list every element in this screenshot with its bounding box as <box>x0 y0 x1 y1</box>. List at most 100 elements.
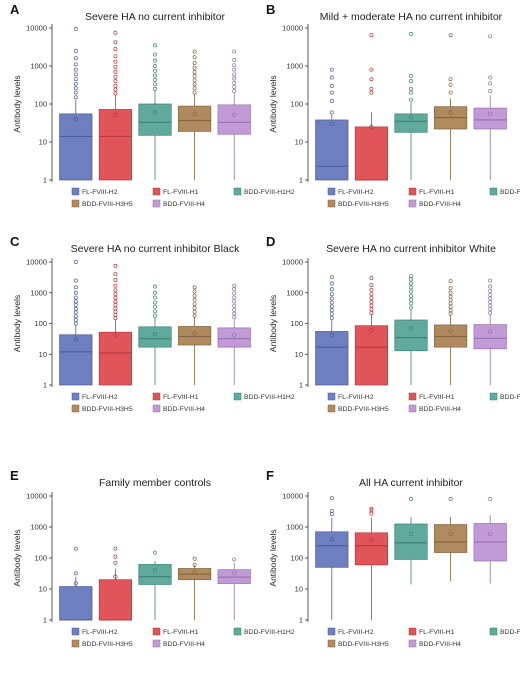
outlier-point <box>369 508 374 513</box>
outlier-point <box>113 87 118 92</box>
box-iqr <box>138 103 172 136</box>
outlier-point <box>192 82 197 87</box>
legend-swatch <box>408 392 417 401</box>
mean-marker <box>488 111 493 117</box>
y-tick-label: 1000 <box>30 523 47 532</box>
mean-marker <box>232 332 237 338</box>
outlier-point <box>369 303 374 308</box>
mean-marker <box>448 531 453 537</box>
box-iqr <box>217 569 251 584</box>
legend-label: FL-FVIII-H2 <box>338 394 374 401</box>
box-bdd-fviii-h1h2 <box>394 31 428 180</box>
outlier-point <box>113 283 118 288</box>
outlier-point <box>113 306 118 311</box>
outlier-point <box>153 82 157 87</box>
legend: FL-FVIII-H2 FL-FVIII-H1 BDD-FVIII-H1H2 BDD-… <box>327 392 520 413</box>
outlier-point <box>329 304 334 309</box>
outlier-point <box>488 307 493 312</box>
legend-swatch <box>152 199 161 208</box>
y-tick-label: 1 <box>299 616 303 625</box>
legend-label: BDD-FVIII-H3H5 <box>82 406 133 413</box>
box-bdd-fviii-h1h2 <box>394 497 428 585</box>
outlier-point <box>448 298 453 302</box>
outlier-point <box>192 289 197 294</box>
legend-swatch <box>489 187 498 196</box>
outlier-point <box>113 40 118 45</box>
mean-marker <box>73 337 78 342</box>
outlier-point <box>232 557 237 562</box>
legend-label: FL-FVIII-H2 <box>338 189 374 196</box>
outlier-point <box>488 311 493 315</box>
outlier-point <box>192 285 197 290</box>
outlier-point <box>329 83 334 88</box>
mean-marker <box>488 329 493 334</box>
outlier-point <box>409 274 413 278</box>
box-bdd-fviii-h1h2 <box>138 43 172 180</box>
mean-marker <box>152 332 158 337</box>
box-iqr <box>138 326 172 348</box>
outlier-point <box>448 279 453 284</box>
legend-swatch <box>233 187 242 196</box>
mean-marker <box>232 571 237 576</box>
outlier-point <box>73 77 78 82</box>
legend-swatch <box>152 404 161 413</box>
panel-title: Severe HA no current inhibitor White <box>326 243 496 255</box>
box-fl-fviii-h2 <box>315 496 349 620</box>
outlier-point <box>73 321 78 326</box>
outlier-point <box>232 63 237 68</box>
y-tick-label: 1000 <box>286 288 303 297</box>
box-fl-fviii-h2 <box>59 26 93 181</box>
box-iqr <box>217 104 251 135</box>
box-bdd-fviii-h4 <box>217 557 251 620</box>
box-bdd-fviii-h3h5 <box>434 497 468 582</box>
legend: FL-FVIII-H2 FL-FVIII-H1 BDD-FVIII-H1H2 BDD-… <box>327 187 520 208</box>
legend-label: BDD-FVIII-H3H5 <box>82 201 133 208</box>
mean-marker <box>488 531 493 537</box>
y-tick-label: 10000 <box>26 24 47 33</box>
legend: FL-FVIII-H2 FL-FVIII-H1 BDD-FVIII-H1H2 BDD-… <box>71 627 295 648</box>
outlier-point <box>73 26 78 31</box>
box-bdd-fviii-h1h2 <box>394 274 428 385</box>
legend-label: BDD-FVIII-H3H5 <box>338 201 389 208</box>
box-fl-fviii-h1 <box>98 546 132 621</box>
outlier-point <box>192 49 197 54</box>
outlier-point <box>329 316 334 321</box>
y-tick-label: 1000 <box>30 62 47 71</box>
outlier-point <box>113 299 118 304</box>
legend-label: BDD-FVIII-H1H2 <box>500 189 520 196</box>
outlier-point <box>329 275 334 280</box>
box-bdd-fviii-h3h5 <box>178 556 212 620</box>
legend-label: BDD-FVIII-H1H2 <box>500 394 520 401</box>
y-axis-label: Antibody levels <box>268 529 278 586</box>
legend-swatch <box>327 639 336 648</box>
outlier-point <box>329 75 334 80</box>
box-iqr <box>178 105 212 132</box>
mean-marker <box>448 110 453 115</box>
legend-label: BDD-FVIII-H4 <box>163 641 205 648</box>
outlier-point <box>153 300 157 305</box>
outlier-point <box>488 288 493 293</box>
box-bdd-fviii-h1h2 <box>138 284 172 385</box>
outlier-point <box>232 311 237 316</box>
box-iqr <box>473 324 507 350</box>
outlier-point <box>448 33 453 38</box>
panel-letter: A <box>10 2 20 17</box>
outlier-point <box>153 52 157 57</box>
outlier-point <box>73 260 78 264</box>
outlier-point <box>488 284 493 289</box>
outlier-point <box>369 67 374 72</box>
outlier-point <box>232 295 237 300</box>
outlier-point <box>488 296 493 301</box>
box-fl-fviii-h1 <box>354 506 388 620</box>
outlier-point <box>329 496 334 501</box>
outlier-point <box>153 550 157 555</box>
outlier-point <box>232 307 237 312</box>
legend-swatch <box>327 199 336 208</box>
outlier-point <box>153 58 157 63</box>
outlier-point <box>73 90 78 95</box>
outlier-point <box>329 308 334 313</box>
mean-marker <box>192 569 197 575</box>
panel-title: Severe HA no current inhibitor Black <box>71 243 240 255</box>
outlier-point <box>73 278 78 283</box>
